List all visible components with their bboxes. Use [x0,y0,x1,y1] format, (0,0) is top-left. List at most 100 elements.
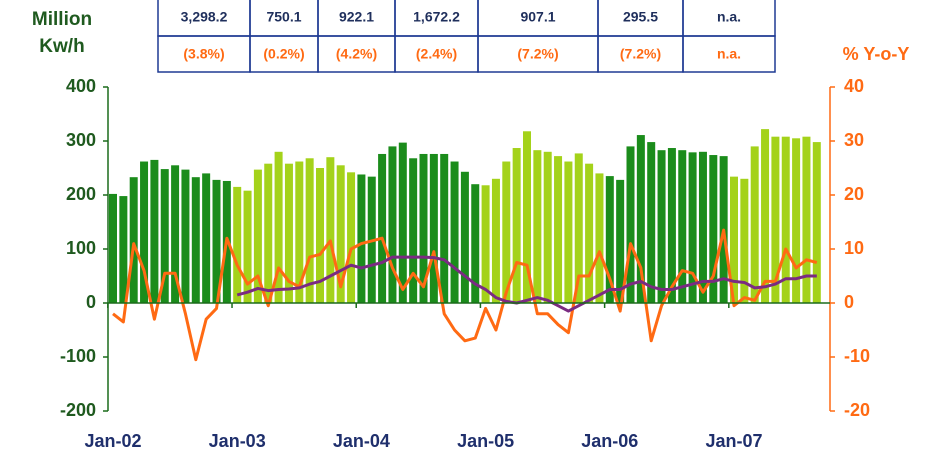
bar [626,146,635,303]
table-text: (7.2%) [620,46,661,62]
bar [388,146,397,303]
table-text: 750.1 [266,9,301,25]
bar [502,161,511,303]
bar [740,178,749,303]
bar [512,148,521,303]
y2-tick-label: 10 [844,238,864,258]
bar [554,156,563,303]
y-tick-label: -100 [60,346,96,366]
bar [171,165,180,303]
bar [129,177,138,303]
table-text: 295.5 [623,9,658,25]
bar [678,150,687,303]
bar [771,136,780,303]
bar [636,135,645,303]
bar [440,153,449,303]
bar [802,136,811,303]
table-text: n.a. [717,46,741,62]
bar [253,169,262,303]
y2-tick-label: 40 [844,76,864,96]
table-text: (0.2%) [263,46,304,62]
bar [761,129,770,303]
y-label: Million [32,9,92,30]
bar [347,172,356,303]
bar [160,169,169,303]
bar [605,176,614,303]
bar [460,171,469,303]
bar [709,155,718,303]
bar [243,190,252,303]
table-text: (4.2%) [336,46,377,62]
x-tick-label: Jan-05 [457,431,514,451]
bar [698,151,707,303]
bar [523,131,531,303]
bar [357,174,366,303]
x-tick-label: Jan-04 [333,431,390,451]
y2-tick-label: 20 [844,184,864,204]
bar [429,153,438,303]
bar [295,161,304,303]
table-text: 907.1 [520,9,555,25]
bar [284,163,293,303]
bar [409,158,418,303]
bar [792,138,801,303]
y2-tick-label: -10 [844,346,870,366]
bar [305,158,314,303]
bar [750,146,759,303]
y-tick-label: 200 [66,184,96,204]
bar [150,159,159,303]
table-text: n.a. [717,9,741,25]
bar [688,152,697,303]
bar [647,142,656,303]
y-label: Kw/h [39,36,84,57]
bar [109,193,117,303]
y-tick-label: 0 [86,292,96,312]
bar [781,136,790,303]
table-text: 1,672.2 [413,9,460,25]
bar [585,163,594,303]
bar [730,176,738,303]
bar [212,179,221,303]
table-cell [682,35,776,73]
table-text: 3,298.2 [181,9,228,25]
table-text: (2.4%) [416,46,457,62]
y2-tick-label: 30 [844,130,864,150]
y2-label: % Y-o-Y [843,44,910,64]
line [236,255,817,313]
bar [667,148,676,303]
bar [657,150,666,303]
bar [326,157,335,303]
bar [316,168,324,303]
y-tick-label: 300 [66,130,96,150]
bar [202,173,211,303]
y-tick-label: -200 [60,400,96,420]
table-text: 922.1 [339,9,374,25]
bar [264,163,273,303]
x-tick-label: Jan-03 [209,431,266,451]
bar [595,173,604,303]
table-text: (7.2%) [517,46,558,62]
bar [533,150,542,303]
bar [191,177,200,303]
bar [450,161,459,303]
bar [119,196,128,303]
y-tick-label: 100 [66,238,96,258]
y2-tick-label: -20 [844,400,870,420]
bar [336,165,345,303]
y2-tick-label: 0 [844,292,854,312]
bar [398,142,407,303]
bar [574,153,583,303]
bar [419,153,428,303]
bar [471,184,480,303]
table-text: (3.8%) [183,46,224,62]
bar [543,151,552,303]
bar [181,169,190,303]
bar [140,161,149,303]
x-tick-label: Jan-06 [581,431,638,451]
summary-table: 3,298.2 750.1 922.1 1,672.2 907.1 295.5 n.a. (3… [157,0,776,73]
bar [378,153,387,303]
bar [812,142,821,303]
bar [274,151,283,303]
bar [481,185,490,303]
